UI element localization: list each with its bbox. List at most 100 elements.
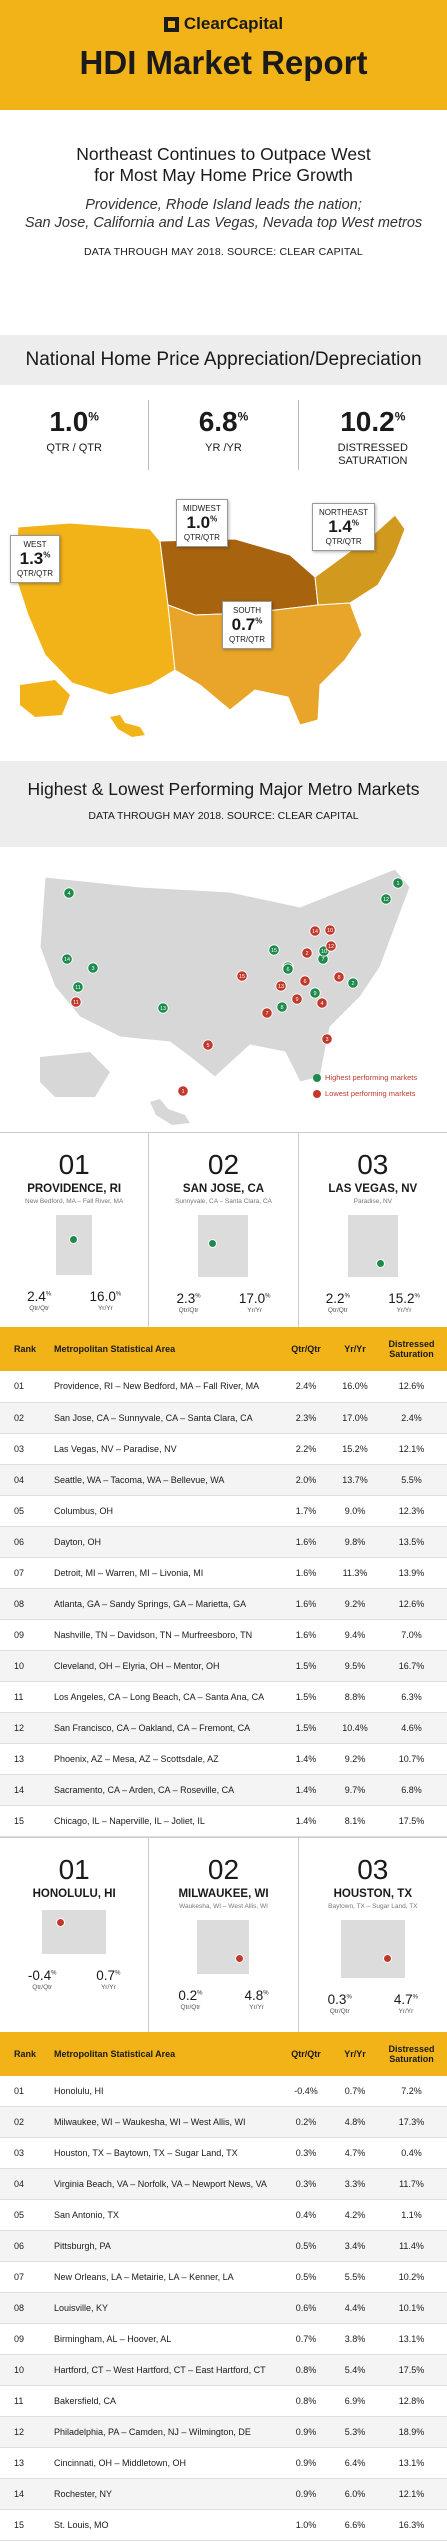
- card-qtr-value: 2.4: [27, 1289, 46, 1304]
- us-region-map: WEST 1.3% QTR/QTR MIDWEST 1.0% QTR/QTR N…: [0, 485, 447, 747]
- cell-rank: 02: [0, 1402, 48, 1433]
- city-marker: [208, 1239, 217, 1248]
- cell-qtr: 1.4%: [278, 1774, 334, 1805]
- cell-rank: 10: [0, 1650, 48, 1681]
- cell-distressed: 12.3%: [376, 1495, 447, 1526]
- cell-rank: 05: [0, 2200, 48, 2231]
- col-msa: Metropolitan Statistical Area: [48, 2032, 278, 2076]
- cell-yr: 15.2%: [334, 1433, 376, 1464]
- cell-distressed: 17.5%: [376, 2355, 447, 2386]
- page-title: HDI Market Report: [0, 44, 447, 82]
- marker-label: 3: [325, 1037, 328, 1043]
- stat-yr: 6.8% YR /YR: [149, 400, 298, 470]
- top-card-3: 03 LAS VEGAS, NV Paradise, NV 2.2%Qtr/Qt…: [299, 1133, 447, 1327]
- hawaii-outline: [150, 1099, 190, 1125]
- cell-msa: Providence, RI – New Bedford, MA – Fall …: [48, 1371, 278, 1402]
- cell-rank: 15: [0, 1805, 48, 1836]
- headline: Northeast Continues to Outpace West for …: [0, 144, 447, 186]
- top-markets-cards: 01 PROVIDENCE, RI New Bedford, MA – Fall…: [0, 1132, 447, 1327]
- cell-distressed: 16.7%: [376, 1650, 447, 1681]
- city-marker: [69, 1235, 78, 1244]
- top-markets-table: Rank Metropolitan Statistical Area Qtr/Q…: [0, 1327, 447, 1837]
- card-qtr-value: 2.3: [176, 1291, 195, 1306]
- cell-qtr: 1.5%: [278, 1681, 334, 1712]
- card-yr-value: 0.7: [96, 1968, 115, 1983]
- region-name: NORTHEAST: [319, 508, 368, 517]
- cell-yr: 13.7%: [334, 1464, 376, 1495]
- cell-msa: San Antonio, TX: [48, 2200, 278, 2231]
- legend-high: Highest performing markets: [313, 1073, 417, 1082]
- cell-qtr: 2.0%: [278, 1464, 334, 1495]
- cell-qtr: -0.4%: [278, 2076, 334, 2107]
- card-city: SAN JOSE, CA: [149, 1183, 297, 1195]
- region-value: 1.4: [328, 517, 352, 536]
- card-rank: 02: [149, 1149, 297, 1181]
- cell-msa: San Jose, CA – Sunnyvale, CA – Santa Cla…: [48, 1402, 278, 1433]
- stat-distressed: 10.2% DISTRESSED SATURATION: [299, 400, 447, 470]
- card-unit: %: [46, 1292, 51, 1298]
- marker-label: 13: [278, 984, 284, 990]
- marker-label: 2: [351, 981, 354, 987]
- card-qtr-label: Qtr/Qtr: [178, 2004, 202, 2011]
- cell-rank: 14: [0, 1774, 48, 1805]
- cell-rank: 11: [0, 2386, 48, 2417]
- marker-label: 12: [383, 897, 389, 903]
- logo-icon: [164, 17, 179, 32]
- cell-qtr: 1.6%: [278, 1619, 334, 1650]
- legend-high-label: Highest performing markets: [325, 1073, 417, 1082]
- cell-distressed: 13.1%: [376, 2324, 447, 2355]
- marker-label: 13: [160, 1006, 166, 1012]
- region-label: QTR/QTR: [319, 537, 368, 546]
- cell-distressed: 5.5%: [376, 1464, 447, 1495]
- region-unit: %: [352, 518, 359, 527]
- cell-rank: 03: [0, 1433, 48, 1464]
- infographic: ClearCapital HDI Market Report Northeast…: [0, 0, 447, 2440]
- card-rank: 02: [149, 1854, 297, 1886]
- region-name: WEST: [17, 540, 53, 549]
- report-header: ClearCapital HDI Market Report: [0, 0, 447, 110]
- cell-msa: Nashville, TN – Davidson, TN – Murfreesb…: [48, 1619, 278, 1650]
- cell-yr: 16.0%: [334, 1371, 376, 1402]
- marker-label: 14: [64, 957, 70, 963]
- cell-qtr: 1.5%: [278, 1650, 334, 1681]
- cell-qtr: 0.3%: [278, 2138, 334, 2169]
- alaska-outline: [40, 1052, 110, 1097]
- callout-midwest: MIDWEST 1.0% QTR/QTR: [176, 499, 228, 547]
- cell-msa: Chicago, IL – Naperville, IL – Joliet, I…: [48, 1805, 278, 1836]
- cell-qtr: 1.6%: [278, 1557, 334, 1588]
- cell-distressed: 6.8%: [376, 1774, 447, 1805]
- table-header-row: Rank Metropolitan Statistical Area Qtr/Q…: [0, 1327, 447, 1371]
- cell-yr: 3.8%: [334, 2324, 376, 2355]
- card-msa: Sunnyvale, CA – Santa Clara, CA: [149, 1198, 297, 1205]
- stat-qtr: 1.0% QTR / QTR: [0, 400, 149, 470]
- cell-distressed: 17.3%: [376, 2107, 447, 2138]
- cell-msa: Honolulu, HI: [48, 2076, 278, 2107]
- cell-yr: 9.2%: [334, 1743, 376, 1774]
- marker-label: 11: [73, 1000, 79, 1006]
- card-city: HONOLULU, HI: [0, 1888, 148, 1900]
- marker-label: 15: [239, 974, 245, 980]
- region-hawaii: [110, 715, 145, 737]
- marker-label: 9: [313, 991, 316, 997]
- data-source: DATA THROUGH MAY 2018. SOURCE: CLEAR CAP…: [0, 246, 447, 258]
- cell-msa: Phoenix, AZ – Mesa, AZ – Scottsdale, AZ: [48, 1743, 278, 1774]
- marker-label: 14: [312, 929, 318, 935]
- cell-qtr: 1.4%: [278, 1743, 334, 1774]
- card-msa: Waukesha, WI – West Allis, WI: [149, 1903, 297, 1910]
- bottom-card-1: 01 HONOLULU, HI -0.4%Qtr/Qtr 0.7%Yr/Yr: [0, 1838, 149, 2032]
- cell-rank: 05: [0, 1495, 48, 1526]
- cell-distressed: 12.6%: [376, 1588, 447, 1619]
- cell-qtr: 1.4%: [278, 1805, 334, 1836]
